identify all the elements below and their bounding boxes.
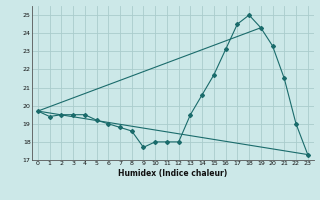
- X-axis label: Humidex (Indice chaleur): Humidex (Indice chaleur): [118, 169, 228, 178]
